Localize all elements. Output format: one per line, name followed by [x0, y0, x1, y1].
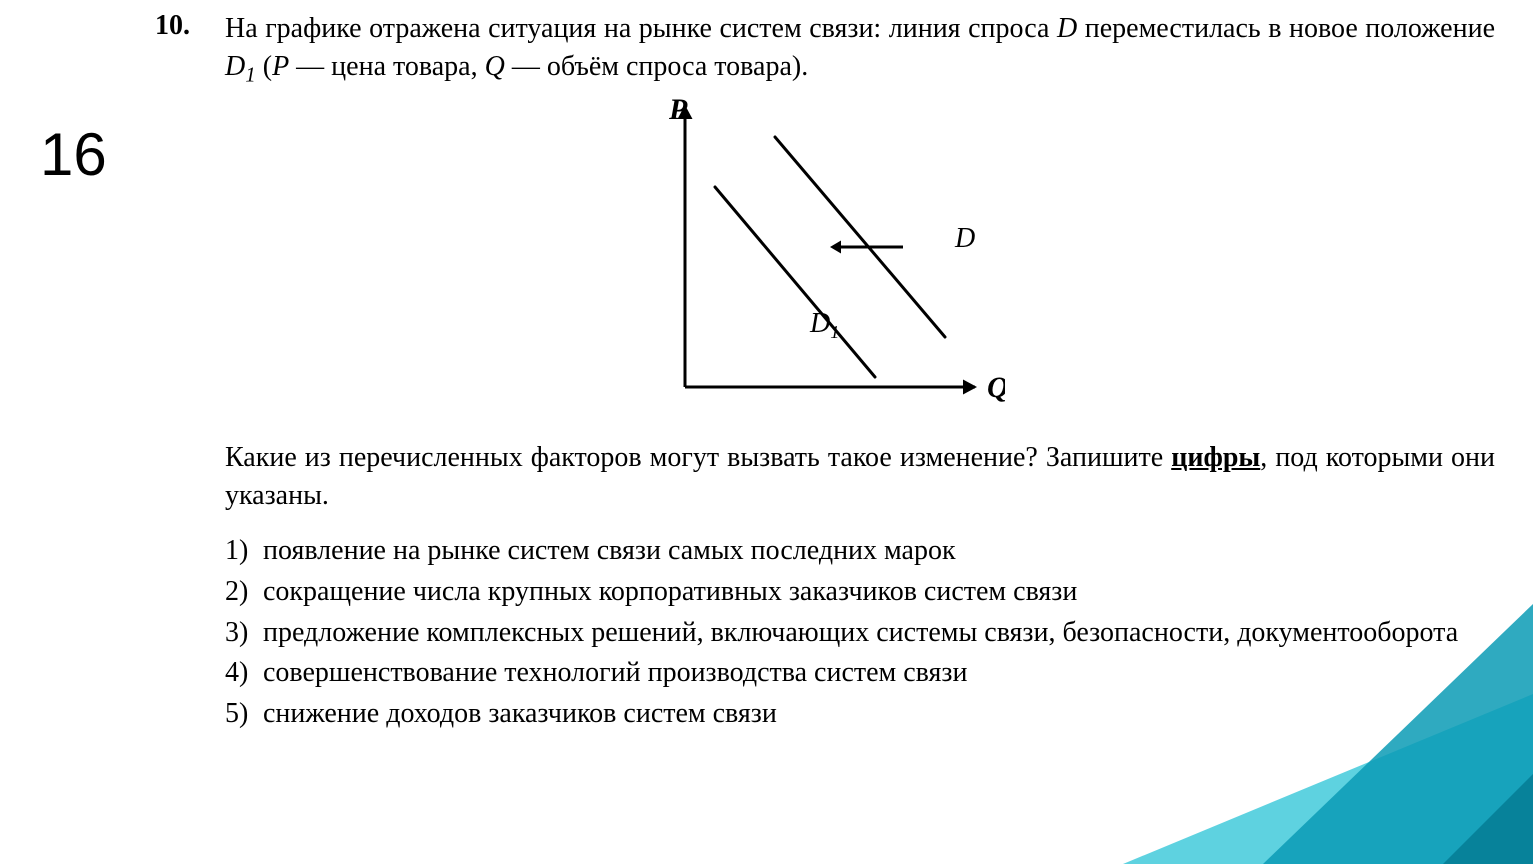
prompt-text: Какие из перечисленных факторов могут вы…: [225, 439, 1495, 515]
qt-p5: — объём спроса товара).: [505, 51, 808, 82]
question-number: 10.: [155, 10, 225, 42]
qt-D1: D: [225, 51, 245, 82]
prompt-underlined: цифры: [1171, 442, 1260, 473]
qt-p2: переместилась в новое положение: [1077, 13, 1495, 44]
option-number: 4): [225, 654, 263, 693]
qt-p1: На графике отражена ситуация на рынке си…: [225, 13, 1057, 44]
chart-svg: P Q D D1: [645, 97, 1005, 427]
question-text: На графике отражена ситуация на рынке си…: [225, 10, 1495, 89]
option-text: появление на рынке систем связи самых по…: [263, 532, 1495, 571]
slide-number: 16: [40, 120, 107, 189]
qt-D: D: [1057, 13, 1077, 44]
qt-D1-sub: 1: [245, 62, 256, 86]
option-item: 2)сокращение числа крупных корпоративных…: [225, 573, 1495, 612]
option-item: 5)снижение доходов заказчиков систем свя…: [225, 695, 1495, 734]
option-number: 5): [225, 695, 263, 734]
prompt-p1: Какие из перечисленных факторов могут вы…: [225, 442, 1171, 473]
qt-Q: Q: [485, 51, 505, 82]
qt-p3: (: [256, 51, 272, 82]
option-number: 3): [225, 614, 263, 653]
option-text: снижение доходов заказчиков систем связи: [263, 695, 1495, 734]
svg-text:Q: Q: [987, 371, 1005, 404]
qt-p4: — цена товара,: [289, 51, 484, 82]
option-item: 4)совершенствование технологий производс…: [225, 654, 1495, 693]
option-item: 1)появление на рынке систем связи самых …: [225, 532, 1495, 571]
svg-text:D1: D1: [809, 308, 839, 342]
qt-P: P: [272, 51, 289, 82]
option-text: сокращение числа крупных корпоративных з…: [263, 573, 1495, 612]
demand-chart: P Q D D1: [155, 97, 1495, 427]
option-item: 3)предложение комплексных решений, включ…: [225, 614, 1495, 653]
option-text: совершенствование технологий производств…: [263, 654, 1495, 693]
option-number: 1): [225, 532, 263, 571]
svg-text:D: D: [954, 223, 975, 254]
svg-text:P: P: [668, 97, 688, 126]
question-block: 10. На графике отражена ситуация на рынк…: [155, 10, 1495, 735]
option-number: 2): [225, 573, 263, 612]
options-list: 1)появление на рынке систем связи самых …: [225, 532, 1495, 733]
option-text: предложение комплексных решений, включаю…: [263, 614, 1495, 653]
